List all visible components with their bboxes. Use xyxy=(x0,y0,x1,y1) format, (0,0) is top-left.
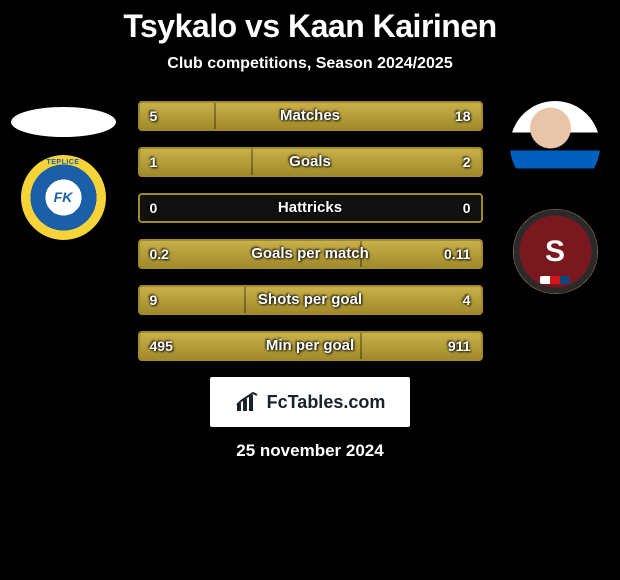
right-club-badge xyxy=(513,209,598,294)
stat-label: Matches xyxy=(140,103,481,129)
stat-right-value: 0 xyxy=(463,195,471,221)
stat-row-goals-per-match: 0.2 Goals per match 0.11 xyxy=(138,239,483,269)
stat-row-min-per-goal: 495 Min per goal 911 xyxy=(138,331,483,361)
stat-right-value: 4 xyxy=(463,287,471,313)
left-club-badge xyxy=(21,155,106,240)
stat-right-value: 2 xyxy=(463,149,471,175)
stat-label: Hattricks xyxy=(140,195,481,221)
footer-date: 25 november 2024 xyxy=(0,441,620,461)
stat-right-value: 18 xyxy=(455,103,471,129)
bar-chart-icon xyxy=(235,391,263,413)
right-player-avatar-wrap xyxy=(500,101,610,191)
comparison-main: 5 Matches 18 1 Goals 2 0 Hattricks 0 0.2… xyxy=(0,101,620,461)
stat-label: Goals xyxy=(140,149,481,175)
stat-bars: 5 Matches 18 1 Goals 2 0 Hattricks 0 0.2… xyxy=(138,101,483,361)
stat-row-hattricks: 0 Hattricks 0 xyxy=(138,193,483,223)
stat-right-value: 911 xyxy=(448,333,471,359)
stat-row-shots-per-goal: 9 Shots per goal 4 xyxy=(138,285,483,315)
page-title: Tsykalo vs Kaan Kairinen xyxy=(0,0,620,45)
brand-text: FcTables.com xyxy=(267,392,386,413)
brand-link[interactable]: FcTables.com xyxy=(210,377,410,427)
right-player-avatar xyxy=(510,101,600,191)
right-club-flag xyxy=(540,276,570,284)
left-player-avatar xyxy=(11,107,116,137)
subtitle: Club competitions, Season 2024/2025 xyxy=(0,55,620,73)
stat-row-goals: 1 Goals 2 xyxy=(138,147,483,177)
left-column xyxy=(8,101,118,240)
stat-label: Shots per goal xyxy=(140,287,481,313)
stat-label: Goals per match xyxy=(140,241,481,267)
right-column xyxy=(500,101,610,294)
stat-label: Min per goal xyxy=(140,333,481,359)
stat-row-matches: 5 Matches 18 xyxy=(138,101,483,131)
stat-right-value: 0.11 xyxy=(444,241,470,267)
